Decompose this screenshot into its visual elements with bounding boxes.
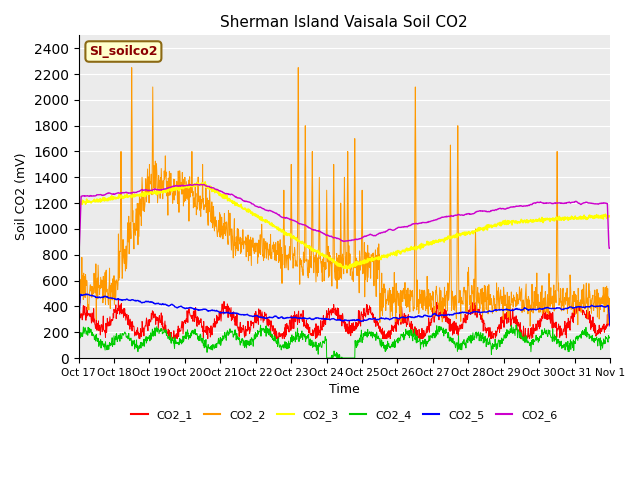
CO2_5 xyxy=(82,291,90,297)
CO2_4 xyxy=(75,335,83,341)
CO2_4 xyxy=(497,337,504,343)
CO2_1 xyxy=(497,314,504,320)
CO2_3 xyxy=(544,216,552,221)
CO2_1 xyxy=(193,314,201,320)
CO2_4 xyxy=(193,330,200,336)
Title: Sherman Island Vaisala Soil CO2: Sherman Island Vaisala Soil CO2 xyxy=(220,15,468,30)
CO2_6 xyxy=(427,218,435,224)
CO2_1 xyxy=(115,297,122,303)
Line: CO2_3: CO2_3 xyxy=(79,182,610,269)
CO2_5 xyxy=(75,323,83,329)
CO2_2 xyxy=(253,242,260,248)
CO2_6 xyxy=(253,204,260,209)
Line: CO2_5: CO2_5 xyxy=(79,294,610,326)
CO2_5 xyxy=(606,323,614,329)
CO2_3 xyxy=(180,185,188,191)
Text: SI_soilco2: SI_soilco2 xyxy=(89,45,157,58)
CO2_5 xyxy=(253,313,260,319)
CO2_6 xyxy=(606,245,614,251)
CO2_1 xyxy=(180,318,188,324)
CO2_3 xyxy=(606,214,614,219)
CO2_4 xyxy=(252,331,260,336)
Legend: CO2_1, CO2_2, CO2_3, CO2_4, CO2_5, CO2_6: CO2_1, CO2_2, CO2_3, CO2_4, CO2_5, CO2_6 xyxy=(127,406,562,425)
CO2_6 xyxy=(180,182,188,188)
Line: CO2_6: CO2_6 xyxy=(79,184,610,248)
CO2_1 xyxy=(544,317,552,323)
CO2_5 xyxy=(543,304,551,310)
Line: CO2_2: CO2_2 xyxy=(79,68,610,326)
CO2_1 xyxy=(253,316,260,322)
CO2_6 xyxy=(543,200,551,206)
CO2_5 xyxy=(497,307,504,313)
CO2_4 xyxy=(427,334,435,339)
CO2_3 xyxy=(193,181,200,187)
CO2_6 xyxy=(497,205,504,211)
CO2_1 xyxy=(136,336,143,342)
CO2_2 xyxy=(606,308,614,313)
Line: CO2_1: CO2_1 xyxy=(79,300,610,339)
Line: CO2_4: CO2_4 xyxy=(79,325,610,358)
CO2_1 xyxy=(75,306,83,312)
CO2_4 xyxy=(544,334,552,339)
CO2_3 xyxy=(202,179,209,185)
CO2_4 xyxy=(180,338,188,344)
CO2_2 xyxy=(128,65,136,71)
CO2_2 xyxy=(75,279,83,285)
CO2_1 xyxy=(606,310,614,316)
CO2_1 xyxy=(428,316,435,322)
CO2_4 xyxy=(323,355,330,361)
CO2_2 xyxy=(544,292,552,298)
CO2_5 xyxy=(427,314,435,320)
CO2_5 xyxy=(180,305,188,311)
CO2_3 xyxy=(428,242,435,248)
CO2_3 xyxy=(75,201,83,206)
CO2_3 xyxy=(253,213,260,219)
CO2_2 xyxy=(180,199,188,205)
CO2_3 xyxy=(343,266,351,272)
CO2_4 xyxy=(512,322,520,328)
CO2_2 xyxy=(497,290,504,296)
CO2_2 xyxy=(526,323,534,329)
CO2_3 xyxy=(497,220,504,226)
Y-axis label: Soil CO2 (mV): Soil CO2 (mV) xyxy=(15,153,28,240)
CO2_6 xyxy=(193,181,200,187)
X-axis label: Time: Time xyxy=(329,383,360,396)
CO2_6 xyxy=(193,181,201,187)
CO2_2 xyxy=(427,307,435,312)
CO2_4 xyxy=(606,335,614,340)
CO2_5 xyxy=(193,307,201,312)
CO2_6 xyxy=(75,245,83,251)
CO2_2 xyxy=(193,206,201,212)
